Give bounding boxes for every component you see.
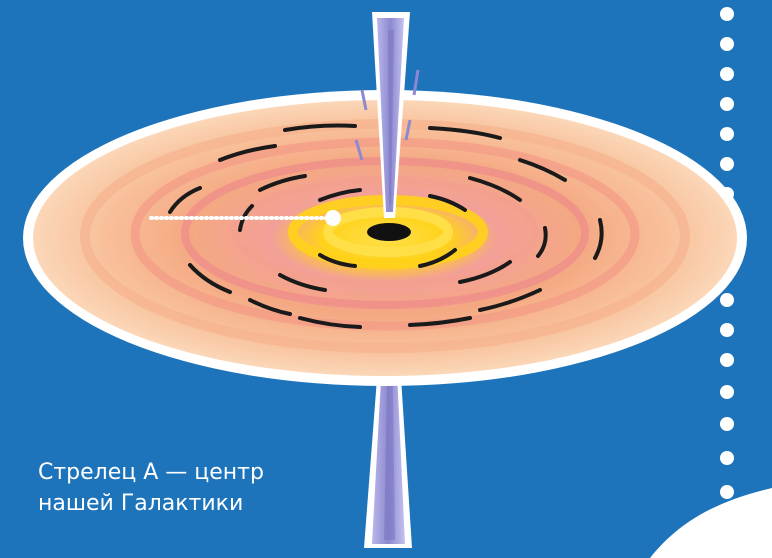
polar-jet-top [354, 12, 420, 218]
corner-shape [650, 488, 772, 558]
label-line-2: нашей Галактики [38, 491, 244, 516]
label-line-1: Стрелец А — центр [38, 460, 264, 485]
sagittarius-a-label: Стрелец А — центр нашей Галактики [38, 457, 264, 519]
black-hole [367, 223, 411, 241]
disk-streaks [168, 123, 604, 329]
leader-line [146, 210, 341, 226]
